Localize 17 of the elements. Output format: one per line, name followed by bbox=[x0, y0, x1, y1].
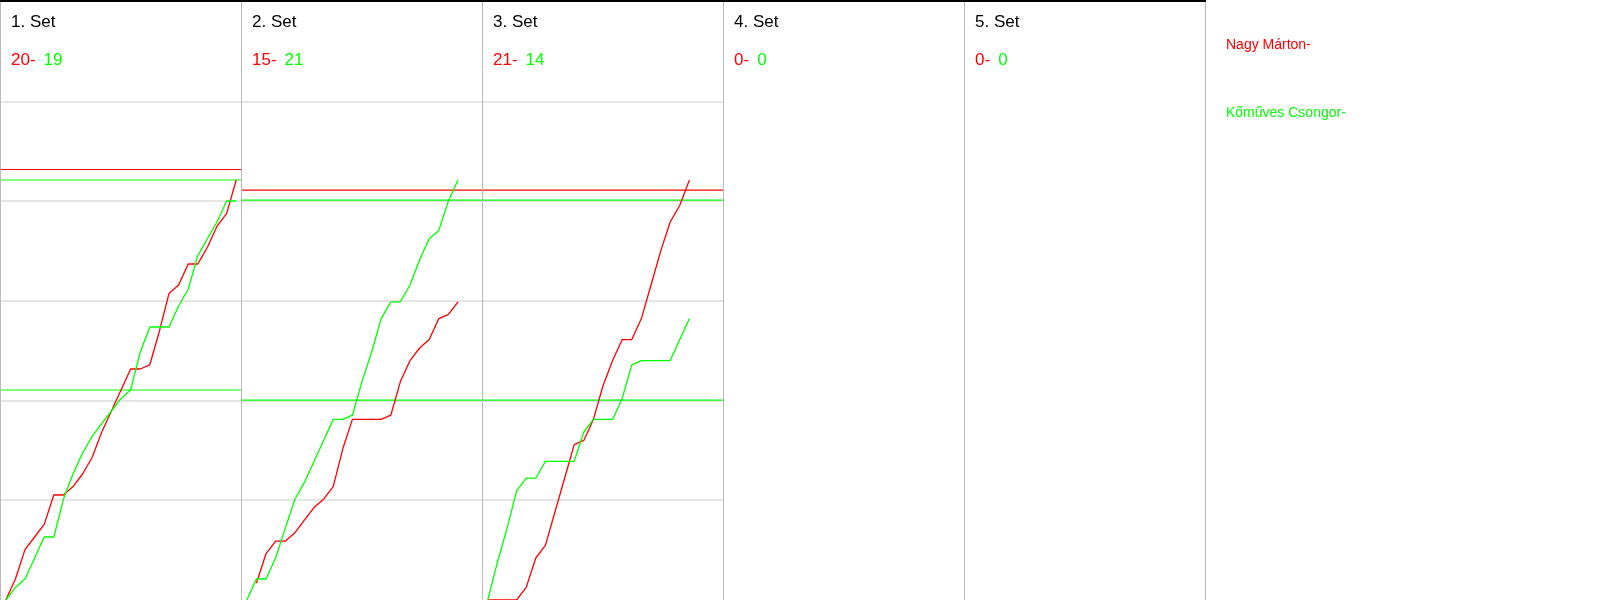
text: 19 bbox=[43, 50, 63, 69]
text: Nagy Márton- bbox=[1226, 36, 1312, 52]
text: 21- bbox=[493, 50, 518, 69]
chart-title: 1. Set bbox=[11, 12, 57, 32]
chart-title: 2. Set bbox=[252, 12, 298, 32]
text: 0 bbox=[998, 50, 1008, 69]
text: 14 bbox=[525, 50, 545, 69]
chart-title: 3. Set bbox=[493, 12, 539, 32]
text: 0- bbox=[975, 50, 991, 69]
text: 5. Set bbox=[975, 12, 1020, 32]
text: 0- bbox=[734, 50, 750, 69]
text: 4. Set bbox=[734, 12, 779, 32]
text: 20- bbox=[11, 50, 36, 69]
text: 21 bbox=[284, 50, 304, 69]
text: Kőműves Csongor- bbox=[1226, 104, 1346, 120]
text: 15- bbox=[252, 50, 277, 69]
text: 0 bbox=[757, 50, 767, 69]
